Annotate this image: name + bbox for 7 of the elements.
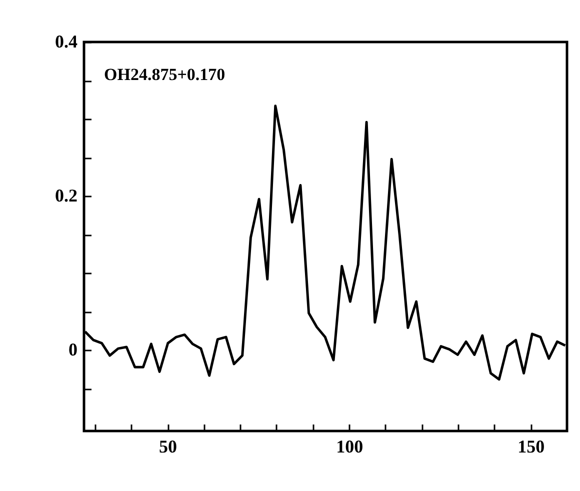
x-tick-label: 100 bbox=[336, 436, 364, 456]
y-tick-label: 0 bbox=[68, 340, 78, 360]
y-tick-label: 0.4 bbox=[55, 32, 78, 52]
annotation: OH24.875+0.170 bbox=[104, 65, 226, 84]
x-tick-label: 50 bbox=[159, 436, 178, 456]
x-tick-label: 150 bbox=[518, 436, 545, 456]
y-tick-label: 0.2 bbox=[55, 186, 78, 206]
